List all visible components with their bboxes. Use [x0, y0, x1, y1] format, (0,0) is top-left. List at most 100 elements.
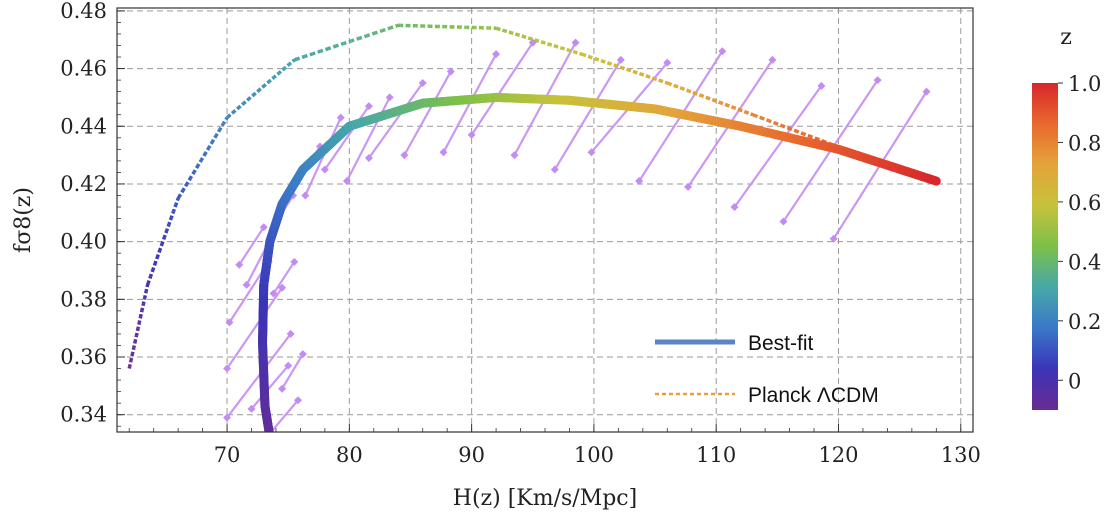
error-segment-line	[403, 70, 452, 156]
curve-segment	[145, 282, 150, 286]
curve-segment	[221, 120, 227, 125]
curve-segment	[176, 195, 181, 200]
curve-segment	[739, 108, 743, 113]
y-tick-label: 0.44	[60, 114, 107, 138]
error-segment-marker	[223, 413, 232, 422]
curve-segment	[237, 104, 242, 109]
curve-segment	[168, 217, 173, 221]
curve-segment	[514, 32, 518, 37]
curve-segment	[561, 46, 566, 51]
curve-segment	[252, 91, 257, 96]
curve-segment	[171, 210, 176, 215]
error-segment-marker	[247, 404, 256, 413]
curve-segment	[555, 44, 559, 49]
error-segment-marker	[269, 289, 278, 298]
x-axis-label: H(z) [Km/s/Mpc]	[453, 486, 637, 511]
curve-segment	[199, 157, 205, 161]
curve-segment	[688, 89, 692, 94]
curve-segment	[705, 95, 709, 100]
curve-segment	[523, 34, 527, 39]
curve-segment	[191, 171, 196, 176]
curve-segment	[225, 114, 230, 119]
error-segment-marker	[663, 58, 672, 67]
curve-segment	[171, 208, 176, 212]
error-segment-marker	[293, 396, 302, 405]
error-segment-marker	[301, 191, 310, 200]
curve-segment	[332, 44, 337, 49]
curve-segment	[192, 169, 197, 174]
curve-segment	[737, 107, 741, 112]
curve-segment	[395, 23, 399, 28]
y-tick-label: 0.38	[60, 287, 107, 311]
curve-segment	[726, 103, 730, 108]
curve-segment	[213, 134, 218, 139]
error-segment	[400, 67, 455, 160]
error-segment-line	[553, 59, 622, 171]
curve-segment	[356, 36, 360, 41]
curve-segment	[151, 267, 156, 271]
curve-segment	[281, 67, 286, 72]
curve-segment	[529, 36, 533, 41]
curve-segment	[146, 279, 151, 284]
curve-segment	[160, 241, 165, 245]
curve-segment	[167, 221, 172, 225]
error-segment	[223, 329, 295, 422]
error-segment-line	[368, 82, 424, 159]
x-tick-label: 70	[214, 443, 241, 467]
curve-segment	[606, 61, 611, 66]
error-segment-marker	[286, 329, 295, 338]
curve-segment	[158, 247, 163, 251]
curve-segment	[647, 74, 651, 79]
error-segment	[269, 257, 299, 298]
curve-segment	[236, 106, 240, 111]
curve-segment	[626, 67, 630, 72]
error-segment-marker	[616, 55, 625, 64]
error-segment-marker	[260, 437, 268, 445]
curve-segment	[155, 256, 160, 260]
curve-segment	[177, 193, 183, 198]
curve-segment	[546, 42, 551, 47]
curve-segment	[568, 48, 572, 53]
curve-segment	[694, 91, 698, 96]
curve-segment	[802, 132, 807, 137]
error-segment-marker	[278, 384, 287, 393]
error-segment-marker	[439, 148, 448, 157]
error-segment-marker	[768, 55, 777, 64]
x-tick-label: 90	[458, 443, 485, 467]
curve-segment	[180, 189, 185, 194]
curve-segment	[203, 151, 208, 155]
curve-segment	[202, 153, 207, 157]
error-segment-line	[250, 364, 290, 410]
curve-segment	[743, 109, 748, 114]
curve-segment	[619, 65, 623, 70]
curve-segment	[521, 34, 525, 39]
curve-segment	[271, 75, 276, 80]
curve-segment	[673, 83, 677, 88]
curve-segment	[608, 61, 613, 66]
curve-segment	[724, 102, 728, 107]
y-tick-label: 0.48	[60, 0, 107, 23]
curve-segment	[613, 63, 617, 68]
curve-segment	[510, 31, 514, 36]
error-segment-marker	[730, 203, 739, 212]
curve-segment	[593, 56, 598, 61]
curve-segment	[181, 187, 186, 192]
curve-segment	[508, 30, 512, 35]
curve-segment	[782, 124, 786, 129]
x-tick-label: 80	[336, 443, 363, 467]
curve-segment	[304, 53, 308, 59]
curve-segment	[579, 51, 583, 56]
error-segment-marker	[817, 81, 826, 90]
error-segment-marker	[242, 280, 251, 289]
curve-segment	[335, 43, 340, 48]
curve-segment	[247, 96, 252, 101]
curve-segment	[317, 49, 321, 54]
curve-segment	[707, 96, 711, 101]
y-tick-label: 0.46	[60, 57, 107, 81]
curve-segment	[641, 72, 645, 77]
curve-segment	[256, 88, 261, 93]
curve-segment	[589, 55, 593, 60]
error-segment	[223, 283, 287, 373]
curve-segment	[752, 113, 756, 118]
curve-segment	[768, 119, 772, 124]
